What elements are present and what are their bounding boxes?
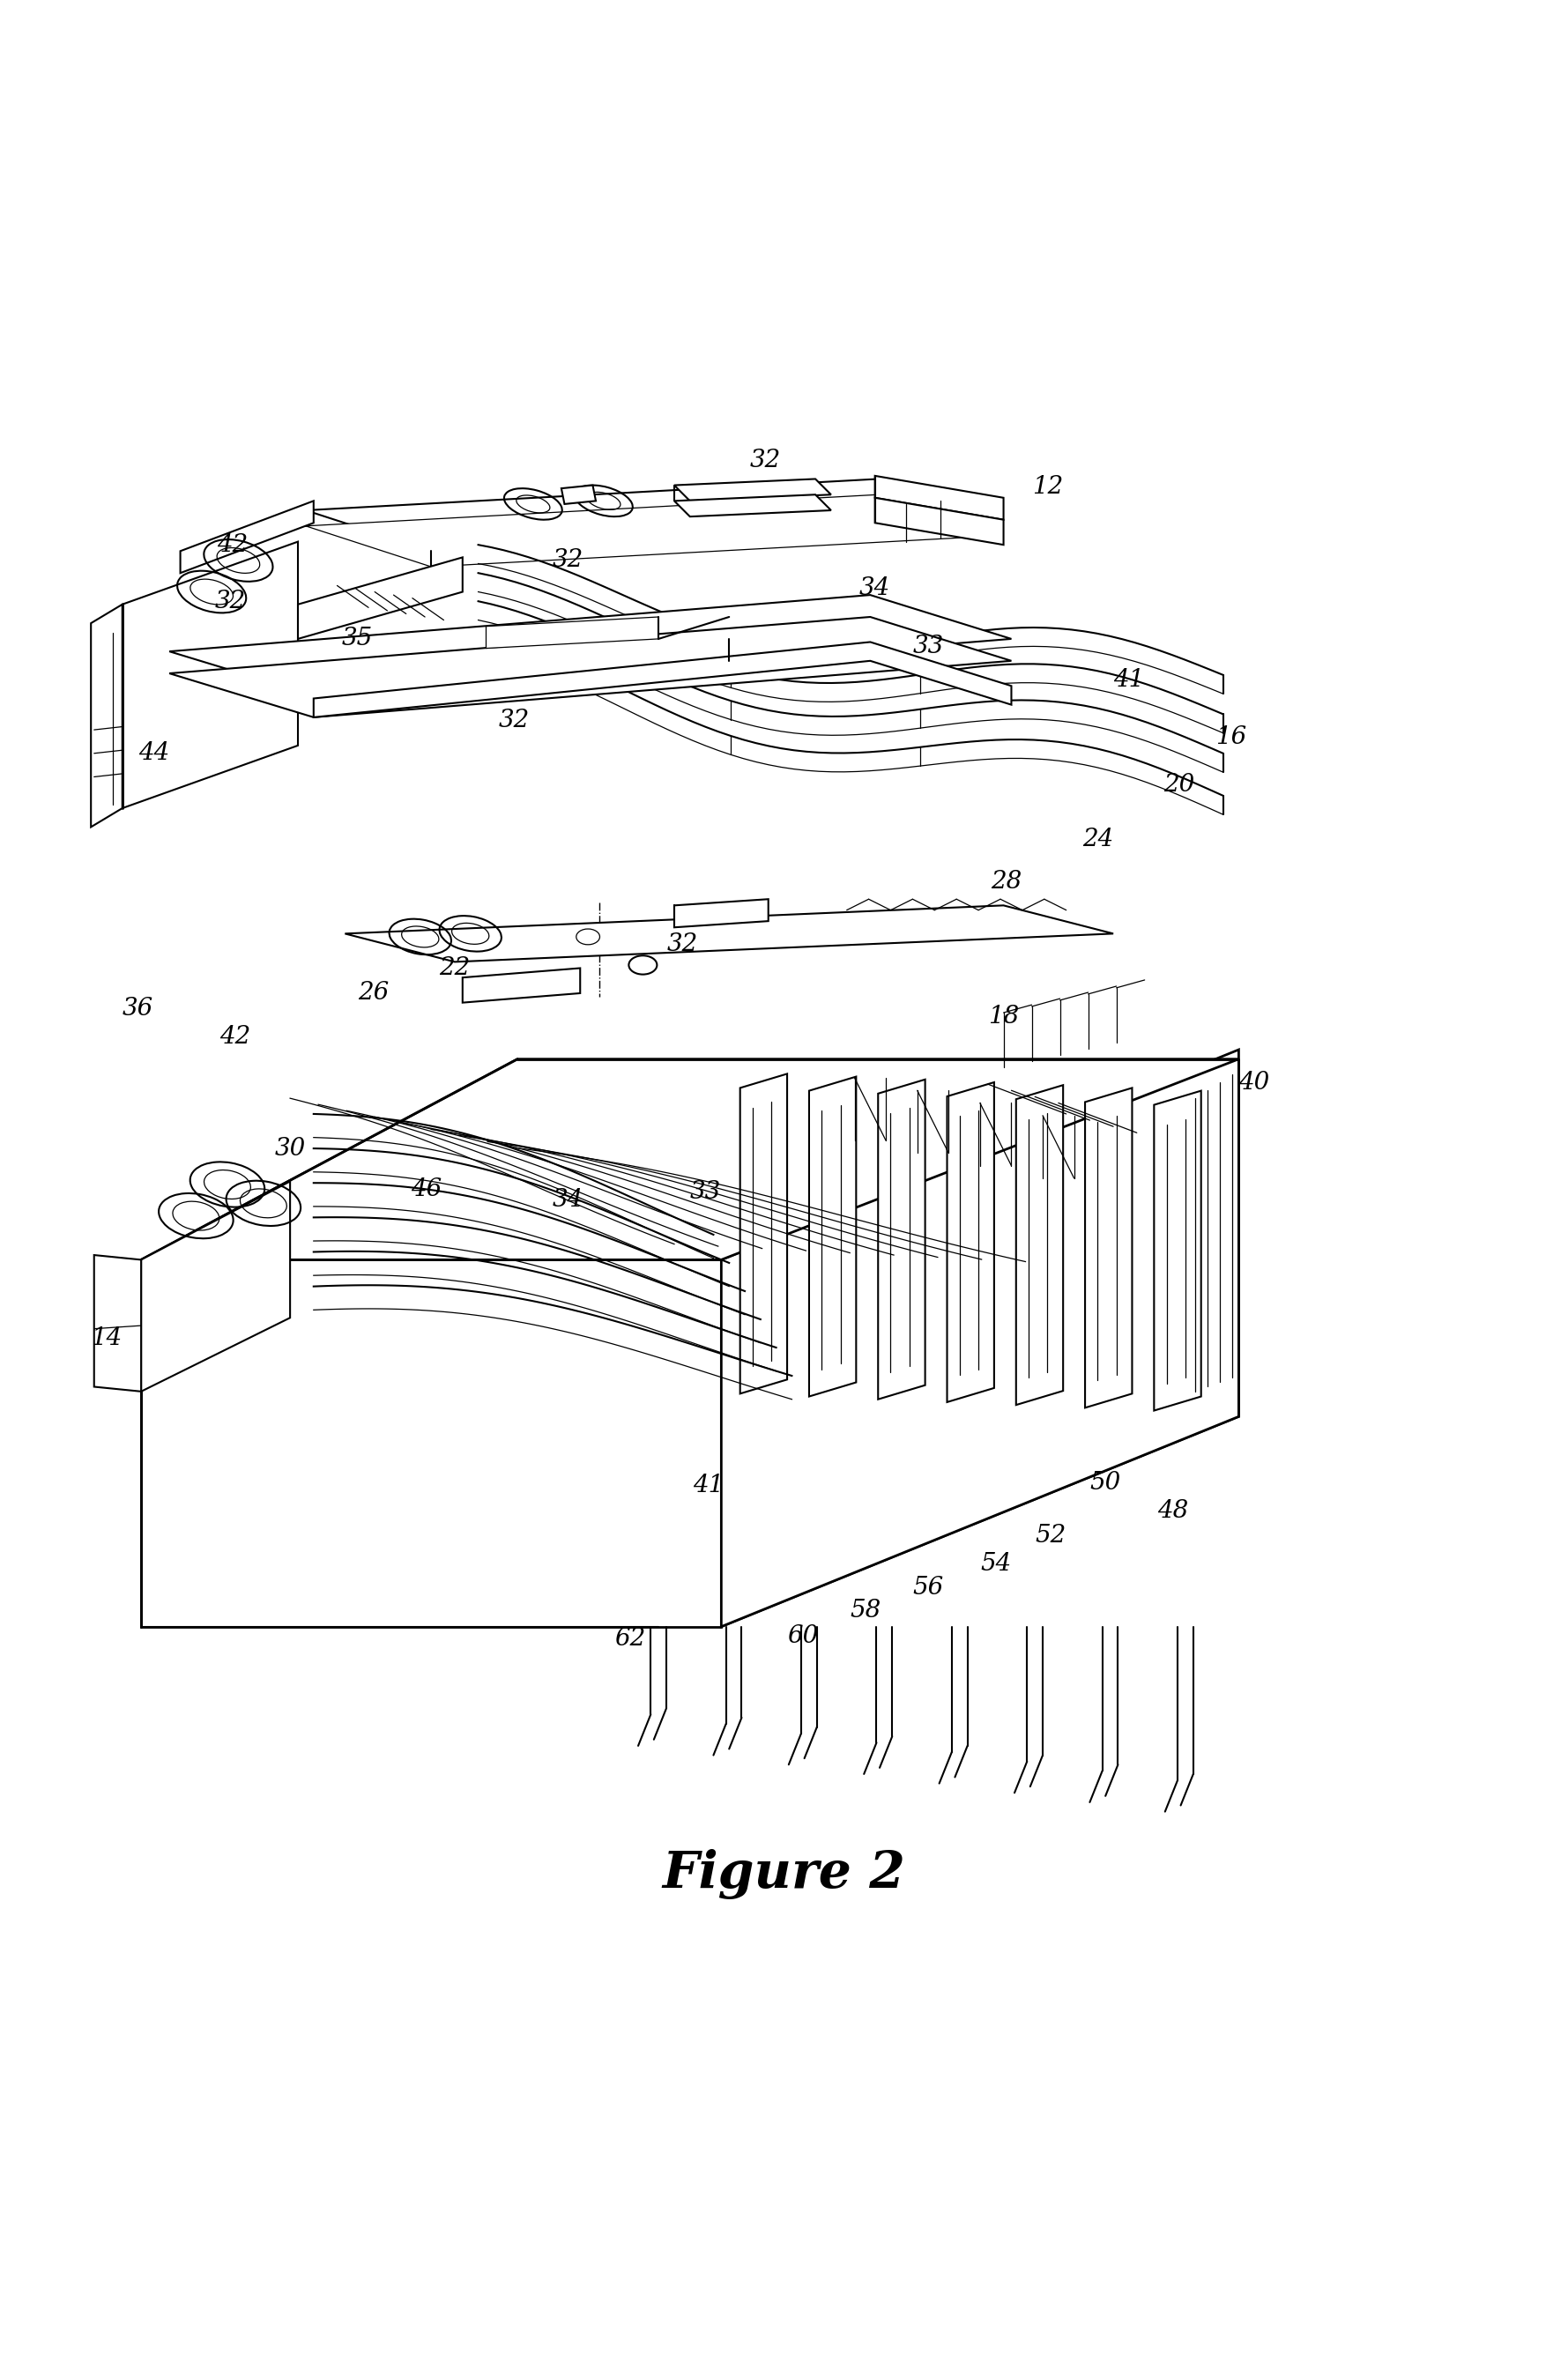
Text: 42: 42 bbox=[220, 1026, 251, 1049]
Text: 60: 60 bbox=[787, 1625, 818, 1649]
Text: 56: 56 bbox=[913, 1575, 944, 1599]
Text: 28: 28 bbox=[991, 869, 1022, 893]
Polygon shape bbox=[122, 543, 298, 808]
Text: 26: 26 bbox=[358, 981, 389, 1004]
Text: 36: 36 bbox=[122, 997, 154, 1021]
Polygon shape bbox=[169, 616, 1011, 718]
Polygon shape bbox=[463, 969, 580, 1002]
Polygon shape bbox=[345, 905, 1113, 962]
Polygon shape bbox=[91, 604, 122, 827]
Polygon shape bbox=[674, 479, 831, 500]
Polygon shape bbox=[180, 500, 314, 573]
Polygon shape bbox=[875, 497, 1004, 545]
Polygon shape bbox=[740, 1073, 787, 1393]
Text: 46: 46 bbox=[411, 1177, 442, 1201]
Polygon shape bbox=[141, 1059, 1239, 1260]
Polygon shape bbox=[809, 1076, 856, 1395]
Polygon shape bbox=[1085, 1087, 1132, 1407]
Text: Figure 2: Figure 2 bbox=[662, 1850, 906, 1900]
Polygon shape bbox=[674, 900, 768, 926]
Polygon shape bbox=[561, 486, 596, 505]
Polygon shape bbox=[169, 595, 1011, 696]
Text: 20: 20 bbox=[1163, 772, 1195, 796]
Text: 30: 30 bbox=[274, 1137, 306, 1161]
Polygon shape bbox=[141, 1260, 721, 1628]
Text: 32: 32 bbox=[499, 708, 530, 732]
Text: 22: 22 bbox=[439, 957, 470, 981]
Text: 33: 33 bbox=[690, 1180, 721, 1203]
Polygon shape bbox=[486, 616, 659, 649]
Polygon shape bbox=[298, 557, 463, 640]
Polygon shape bbox=[113, 1338, 141, 1379]
Text: 62: 62 bbox=[615, 1628, 646, 1651]
Polygon shape bbox=[1016, 1085, 1063, 1405]
Text: 34: 34 bbox=[859, 576, 891, 602]
Polygon shape bbox=[875, 476, 1004, 519]
Text: 24: 24 bbox=[1082, 827, 1113, 850]
Text: 41: 41 bbox=[1113, 668, 1145, 692]
Text: 41: 41 bbox=[693, 1474, 724, 1497]
Polygon shape bbox=[674, 495, 831, 516]
Polygon shape bbox=[1154, 1090, 1201, 1410]
Polygon shape bbox=[94, 1256, 141, 1391]
Text: 35: 35 bbox=[342, 628, 373, 651]
Text: 32: 32 bbox=[215, 590, 246, 614]
Text: 42: 42 bbox=[216, 533, 248, 557]
Text: 44: 44 bbox=[138, 741, 169, 765]
Text: 54: 54 bbox=[980, 1552, 1011, 1575]
Polygon shape bbox=[306, 495, 1004, 566]
Polygon shape bbox=[878, 1080, 925, 1400]
Text: 32: 32 bbox=[666, 933, 698, 957]
Text: 14: 14 bbox=[91, 1327, 122, 1350]
Polygon shape bbox=[721, 1049, 1239, 1628]
Text: 34: 34 bbox=[552, 1189, 583, 1213]
Text: 16: 16 bbox=[1215, 725, 1247, 749]
Text: 50: 50 bbox=[1090, 1471, 1121, 1495]
Polygon shape bbox=[306, 479, 1004, 552]
Text: 40: 40 bbox=[1239, 1071, 1270, 1094]
Text: 48: 48 bbox=[1157, 1500, 1189, 1523]
Text: 12: 12 bbox=[1032, 474, 1063, 500]
Polygon shape bbox=[141, 1182, 290, 1391]
Text: 52: 52 bbox=[1035, 1523, 1066, 1547]
Text: 58: 58 bbox=[850, 1599, 881, 1623]
Text: 32: 32 bbox=[750, 448, 781, 471]
Polygon shape bbox=[314, 642, 1011, 718]
Polygon shape bbox=[947, 1083, 994, 1402]
Text: 33: 33 bbox=[913, 635, 944, 659]
Text: 32: 32 bbox=[552, 550, 583, 573]
Text: 18: 18 bbox=[988, 1004, 1019, 1028]
